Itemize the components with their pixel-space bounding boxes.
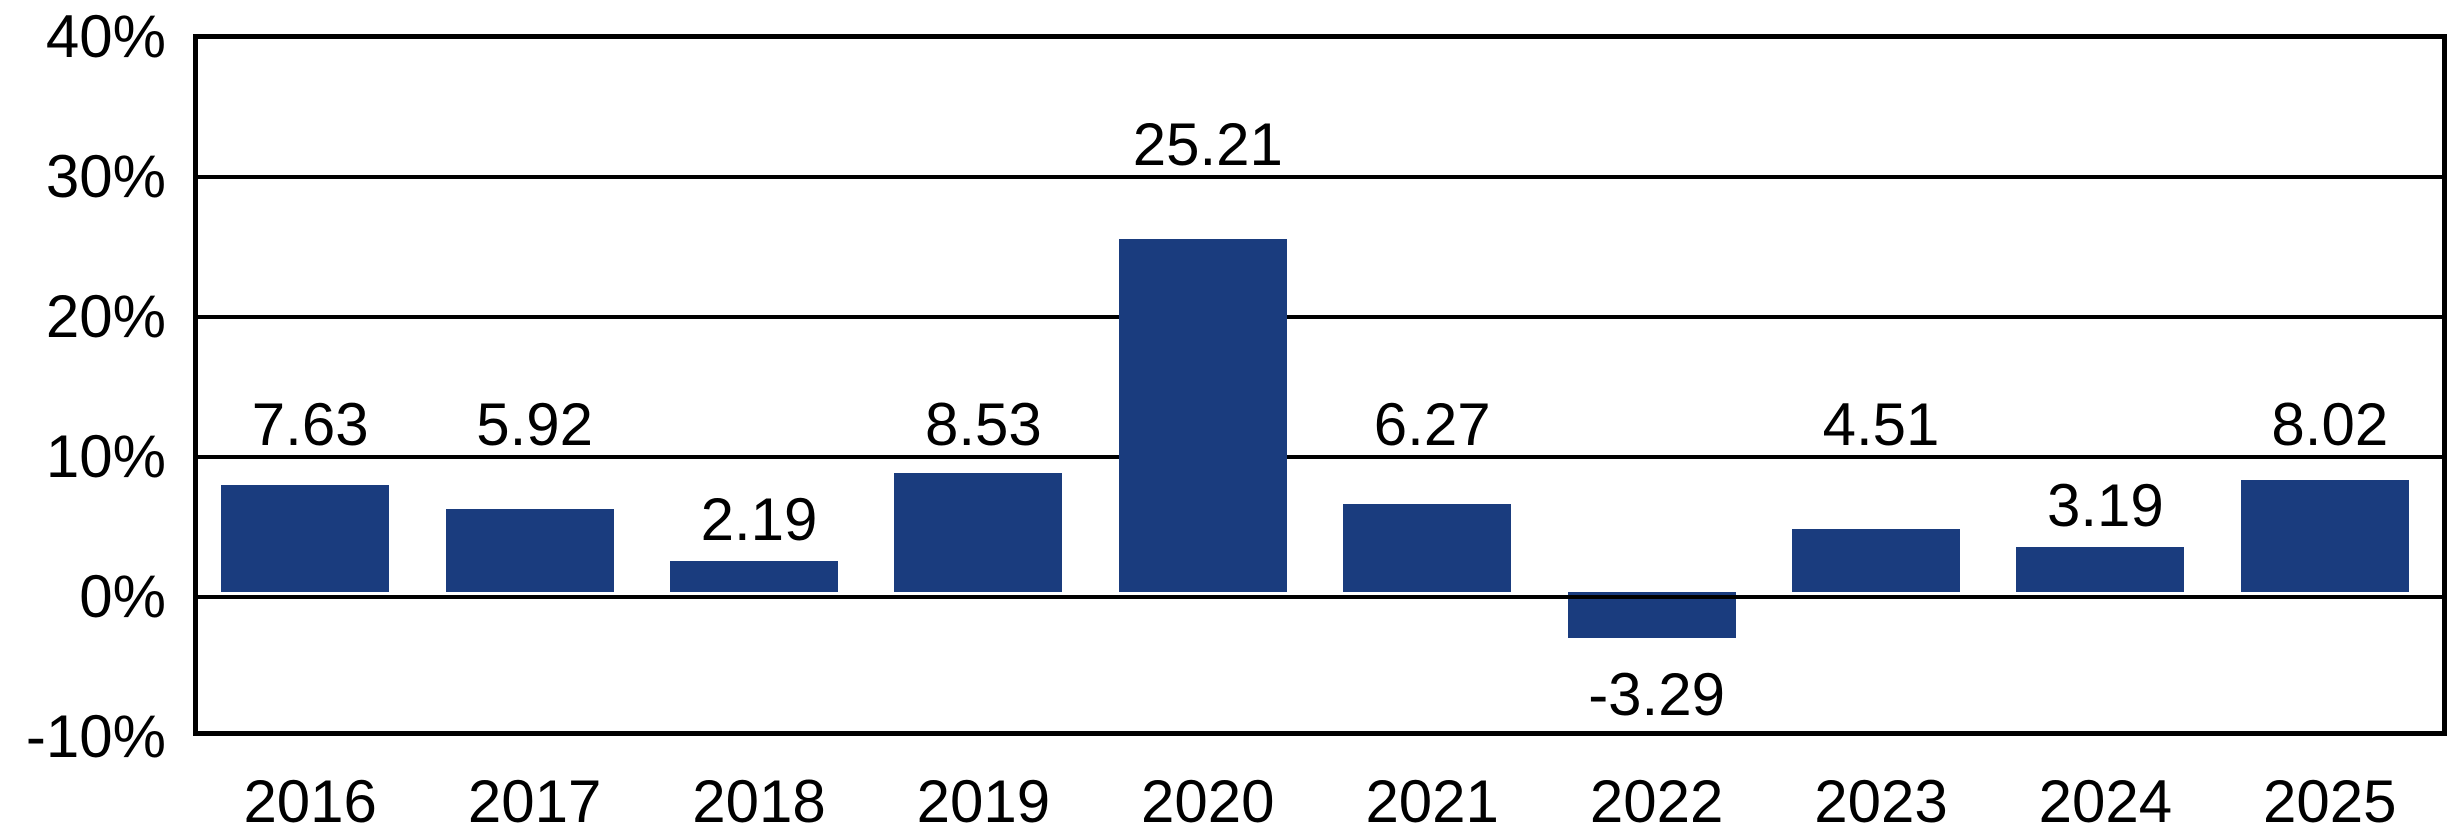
- gridline-30: [198, 175, 2442, 179]
- bar-value-label-2017: 5.92: [476, 391, 593, 458]
- bar-2022: [1567, 592, 1736, 639]
- bar-value-label-2025: 8.02: [2271, 391, 2389, 458]
- x-axis-tick-label-2025: 2025: [2263, 768, 2397, 833]
- bar-2019: [894, 472, 1063, 592]
- bar-2023: [1792, 528, 1960, 592]
- bar-2025: [2240, 479, 2409, 592]
- x-axis-tick-label-2024: 2024: [2038, 768, 2173, 833]
- bar-value-label-2022: -3.29: [1588, 661, 1725, 729]
- x-axis-tick-label-2022: 2022: [1589, 768, 1724, 833]
- bar-2020: [1118, 239, 1287, 592]
- x-axis-tick-label-2021: 2021: [1365, 768, 1499, 833]
- x-axis-tick-label-2019: 2019: [916, 768, 1051, 833]
- bar-value-label-2019: 8.53: [925, 391, 1042, 458]
- y-axis-tick-label-40: 40%: [45, 3, 166, 70]
- bar-2016: [221, 485, 390, 592]
- y-axis-tick-label-20: 20%: [45, 283, 166, 350]
- bar-2021: [1343, 504, 1512, 592]
- x-axis-tick-label-2016: 2016: [243, 768, 377, 833]
- bar-value-label-2023: 4.51: [1822, 391, 1940, 458]
- y-axis-tick-label-10: 10%: [45, 423, 166, 490]
- zero-gridline: [198, 595, 2442, 599]
- bar-value-label-2016: 7.63: [251, 391, 369, 458]
- x-axis-tick-label-2023: 2023: [1814, 768, 1948, 833]
- x-axis-tick-label-2018: 2018: [692, 768, 826, 833]
- bar-2017: [445, 509, 614, 592]
- bar-value-label-2021: 6.27: [1373, 391, 1491, 458]
- bar-value-label-2024: 3.19: [2047, 472, 2164, 540]
- x-axis-tick-label-2017: 2017: [467, 768, 602, 833]
- y-axis-tick-label-30: 30%: [45, 143, 166, 210]
- y-axis-tick-label--10: -10%: [25, 703, 166, 770]
- plot-area: [193, 34, 2447, 736]
- y-axis-tick-label-0: 0%: [79, 563, 166, 630]
- gridline-10: [198, 455, 2442, 459]
- bar-2018: [670, 561, 838, 592]
- bar-value-label-2018: 2.19: [700, 486, 818, 554]
- gridline-20: [198, 315, 2442, 319]
- bar-value-label-2020: 25.21: [1132, 111, 1283, 178]
- x-axis-tick-label-2020: 2020: [1141, 768, 1275, 833]
- bar-2024: [2016, 547, 2185, 592]
